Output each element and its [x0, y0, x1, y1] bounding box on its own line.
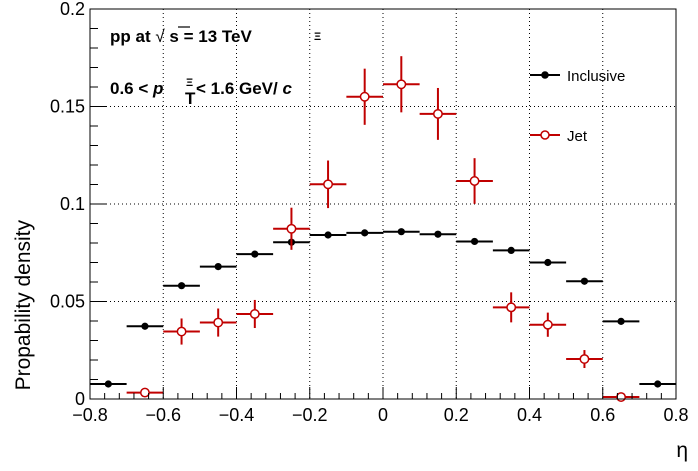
data-point-jet	[139, 387, 150, 398]
y-axis-title: Propability density	[12, 220, 35, 391]
x-tick-label: 0.4	[517, 405, 542, 425]
y-tick-label: 0.2	[60, 0, 85, 19]
annotation-pt-suffix: < 1.6 GeV/	[196, 79, 278, 98]
series-jet	[126, 56, 640, 402]
data-point-inclusive	[434, 230, 442, 238]
data-point-jet	[469, 176, 480, 186]
legend-entry-inclusive: Inclusive	[530, 68, 625, 85]
data-point-inclusive	[507, 246, 515, 255]
annotation-pt-sup: Ξ	[186, 77, 193, 89]
data-point-inclusive	[617, 317, 625, 325]
data-point-jet	[432, 108, 443, 119]
annotation-sqrt-arg: s	[169, 27, 178, 46]
data-point-inclusive	[324, 231, 332, 239]
data-point-jet	[396, 79, 407, 90]
annotation-pt-prefix: 0.6 <	[110, 79, 153, 98]
axis-ticks: −0.8 −0.6 −0.4 −0.2 0 0.2 0.4 0.6 0.8 0 0.05 0.1 0.1…	[50, 0, 689, 425]
y-tick-label: 0.05	[50, 292, 85, 312]
annotation-pt-range: 0.6 < p	[110, 79, 163, 98]
x-tick-label: −0.6	[145, 405, 181, 425]
data-point-inclusive	[580, 277, 589, 285]
annotation-pt-unit: c	[282, 79, 292, 98]
data-point-jet	[542, 319, 553, 330]
data-point-jet	[249, 309, 260, 319]
y-tick-label: 0.1	[60, 194, 85, 214]
legend-marker-jet	[540, 130, 550, 140]
legend-label-jet: Jet	[567, 128, 588, 145]
x-tick-label: 0.2	[444, 405, 469, 425]
legend-marker-inclusive	[541, 71, 549, 79]
x-tick-label: −0.4	[219, 405, 255, 425]
annotation-energy: pp at √ s = 13 TeV	[110, 27, 252, 46]
data-point-inclusive	[177, 282, 186, 290]
data-point-inclusive	[654, 380, 662, 388]
data-points	[90, 56, 676, 402]
annotation-xi-marker: Ξ	[314, 31, 321, 43]
x-tick-label: 0.8	[663, 405, 688, 425]
data-point-jet	[579, 354, 590, 364]
annotation-pt-suffix-group: < 1.6 GeV/ c	[196, 79, 292, 98]
data-point-inclusive	[214, 262, 222, 271]
series-inclusive	[90, 228, 676, 388]
x-tick-label: −0.2	[292, 405, 328, 425]
data-point-jet	[176, 326, 187, 337]
data-point-inclusive	[104, 380, 112, 388]
y-tick-label: 0	[75, 389, 85, 409]
data-point-jet	[286, 223, 297, 234]
annotation-pt-sub: T	[185, 89, 196, 108]
data-point-jet	[616, 392, 627, 402]
legend-entry-jet: Jet	[530, 128, 588, 145]
grid-lines	[90, 9, 676, 399]
x-tick-label: 0.6	[590, 405, 615, 425]
data-point-jet	[506, 302, 517, 313]
x-tick-label: 0	[378, 405, 388, 425]
annotation-energy-prefix: pp at	[110, 27, 155, 46]
data-point-jet	[359, 91, 370, 102]
data-point-inclusive	[397, 228, 405, 236]
data-point-inclusive	[251, 250, 259, 258]
annotation-pt-var: p	[152, 79, 163, 98]
annotation-sqrt-symbol: √	[155, 27, 165, 46]
x-tick-label: −0.8	[72, 405, 108, 425]
data-point-jet	[323, 179, 334, 190]
y-tick-label: 0.15	[50, 97, 85, 117]
annotation-energy-suffix: = 13 TeV	[184, 27, 253, 46]
legend: Inclusive Jet	[530, 68, 625, 145]
data-point-inclusive	[141, 322, 149, 330]
data-point-inclusive	[544, 258, 552, 267]
data-point-inclusive	[470, 237, 479, 246]
legend-label-inclusive: Inclusive	[567, 68, 625, 85]
data-point-jet	[213, 317, 224, 328]
data-point-inclusive	[361, 229, 369, 237]
x-axis-title: η	[676, 439, 688, 462]
